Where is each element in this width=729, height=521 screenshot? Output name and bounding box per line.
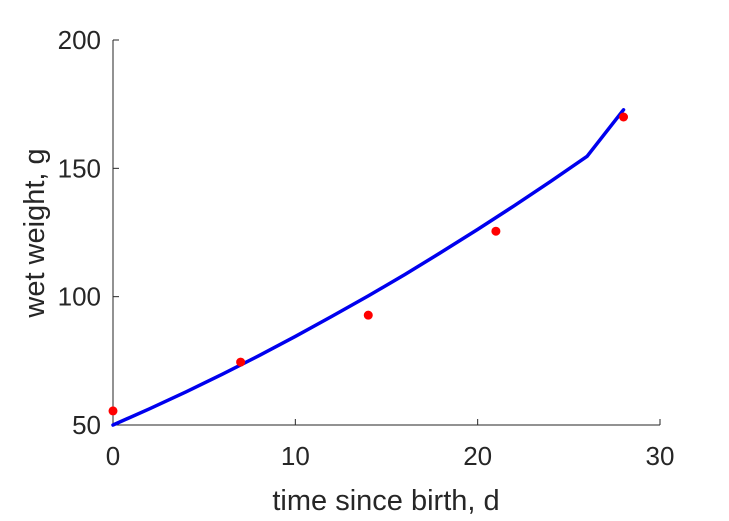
x-tick-label: 20 bbox=[463, 441, 492, 471]
y-axis-label: wet weight, g bbox=[19, 148, 51, 318]
y-tick-label: 100 bbox=[58, 282, 101, 312]
axes bbox=[112, 39, 661, 426]
plot-marks bbox=[108, 108, 629, 427]
y-tick-label: 200 bbox=[58, 25, 101, 55]
x-tick-label: 0 bbox=[106, 441, 120, 471]
data-point bbox=[363, 310, 373, 320]
data-point bbox=[236, 357, 246, 367]
data-point bbox=[491, 226, 501, 236]
x-tick-label: 30 bbox=[646, 441, 675, 471]
x-axis-label: time since birth, d bbox=[272, 485, 499, 517]
data-point bbox=[619, 112, 629, 122]
x-tick-label: 10 bbox=[281, 441, 310, 471]
data-point bbox=[108, 406, 118, 416]
y-tick-label: 50 bbox=[72, 410, 101, 440]
model-fit-line bbox=[111, 108, 626, 427]
tick-labels: 0 10 20 30 50 100 150 200 bbox=[58, 25, 675, 471]
y-tick-label: 150 bbox=[58, 153, 101, 183]
